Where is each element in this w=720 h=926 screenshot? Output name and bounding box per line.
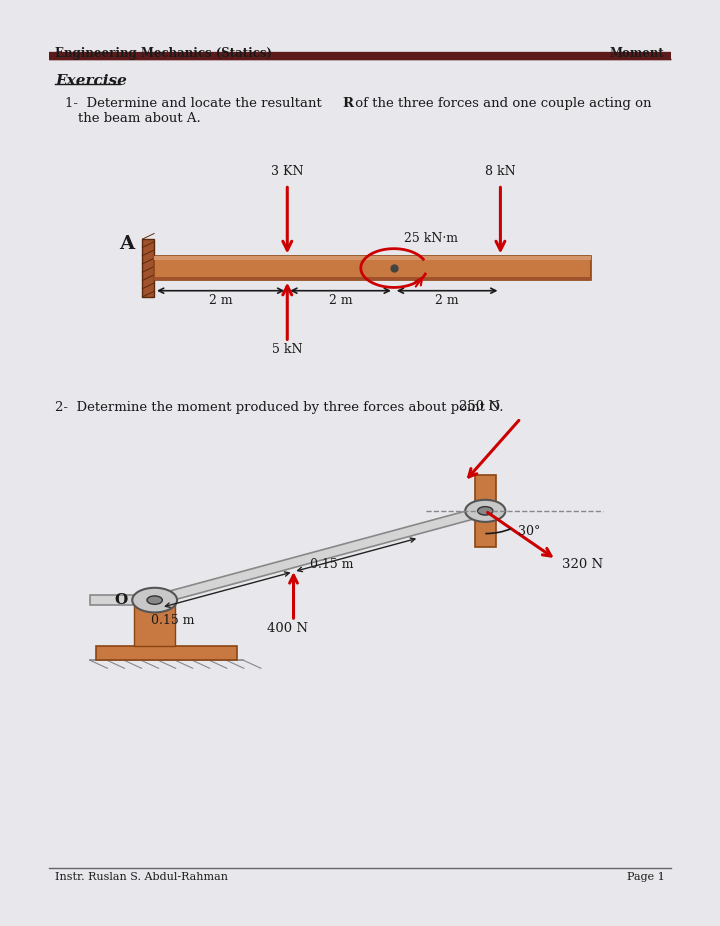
Text: 1-  Determine and locate the resultant: 1- Determine and locate the resultant [66,96,326,110]
Text: Page 1: Page 1 [627,872,665,882]
Bar [474,475,496,546]
Text: the beam about A.: the beam about A. [78,112,201,125]
Circle shape [465,500,505,522]
Circle shape [132,588,177,612]
Text: 2 m: 2 m [209,294,233,307]
Circle shape [477,507,493,515]
Text: 5 kN: 5 kN [272,344,302,357]
Text: 0.15 m: 0.15 m [150,615,194,628]
Text: 0.15 m: 0.15 m [310,557,354,570]
Bar [96,645,238,660]
Bar [134,600,176,645]
Text: 2-  Determine the moment produced by three forces about point O.: 2- Determine the moment produced by thre… [55,401,504,414]
Bar [90,594,155,606]
Text: 2 m: 2 m [436,294,459,307]
Bar [154,277,591,280]
Text: R: R [342,96,353,110]
Text: Exercise: Exercise [55,74,127,88]
Text: 8 kN: 8 kN [485,165,516,178]
Text: A: A [120,234,135,253]
Text: of the three forces and one couple acting on: of the three forces and one couple actin… [351,96,651,110]
Text: 400 N: 400 N [267,622,308,635]
Text: O: O [114,594,127,607]
Text: 25 kN·m: 25 kN·m [405,232,459,245]
Text: 30°: 30° [518,525,540,538]
Bar [154,257,591,260]
Text: Moment: Moment [610,47,665,60]
Circle shape [147,596,162,605]
Text: 2 m: 2 m [329,294,352,307]
Text: 250 N: 250 N [459,400,500,413]
Text: 320 N: 320 N [562,557,603,570]
Bar [154,257,591,280]
Polygon shape [151,507,489,604]
Bar [143,239,154,297]
Text: 3 KN: 3 KN [271,165,304,178]
Text: Engineering Mechanics (Statics): Engineering Mechanics (Statics) [55,47,272,60]
Text: Instr. Ruslan S. Abdul-Rahman: Instr. Ruslan S. Abdul-Rahman [55,872,228,882]
